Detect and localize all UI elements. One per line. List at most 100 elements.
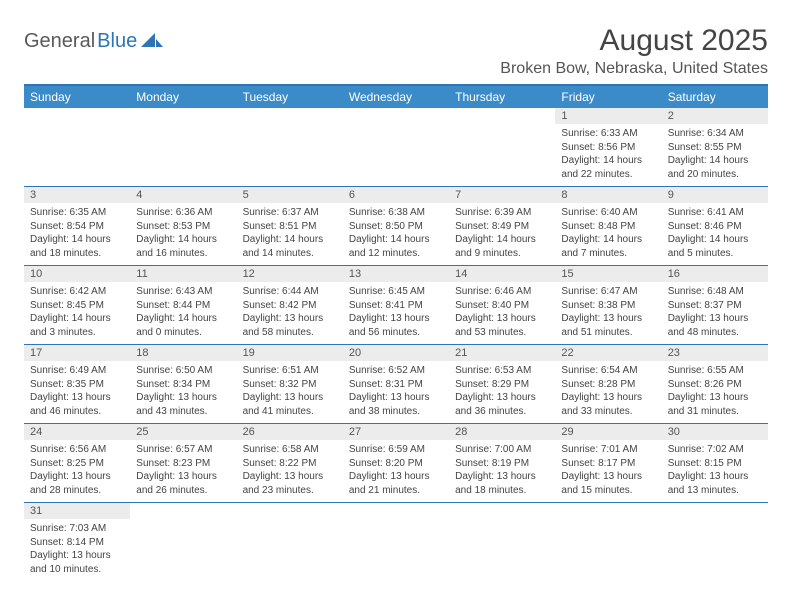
daylight-line: Daylight: 14 hours and 12 minutes. <box>349 233 443 260</box>
daylight-line: Daylight: 13 hours and 33 minutes. <box>561 391 655 418</box>
day-details: Sunrise: 6:52 AMSunset: 8:31 PMDaylight:… <box>343 361 449 423</box>
calendar-cell: 31Sunrise: 7:03 AMSunset: 8:14 PMDayligh… <box>24 503 130 582</box>
sunset-line: Sunset: 8:37 PM <box>668 299 762 313</box>
day-number: 28 <box>449 424 555 440</box>
daylight-line: Daylight: 13 hours and 28 minutes. <box>30 470 124 497</box>
sunrise-line: Sunrise: 6:57 AM <box>136 443 230 457</box>
calendar-cell: 15Sunrise: 6:47 AMSunset: 8:38 PMDayligh… <box>555 266 661 345</box>
day-number: 18 <box>130 345 236 361</box>
calendar-cell: 9Sunrise: 6:41 AMSunset: 8:46 PMDaylight… <box>662 187 768 266</box>
calendar-cell: 16Sunrise: 6:48 AMSunset: 8:37 PMDayligh… <box>662 266 768 345</box>
day-number: 8 <box>555 187 661 203</box>
sunrise-line: Sunrise: 6:53 AM <box>455 364 549 378</box>
calendar-cell: 5Sunrise: 6:37 AMSunset: 8:51 PMDaylight… <box>237 187 343 266</box>
sunrise-line: Sunrise: 6:34 AM <box>668 127 762 141</box>
sunset-line: Sunset: 8:35 PM <box>30 378 124 392</box>
day-number: 6 <box>343 187 449 203</box>
day-details: Sunrise: 6:42 AMSunset: 8:45 PMDaylight:… <box>24 282 130 344</box>
daylight-line: Daylight: 14 hours and 9 minutes. <box>455 233 549 260</box>
daylight-line: Daylight: 13 hours and 38 minutes. <box>349 391 443 418</box>
sunrise-line: Sunrise: 6:38 AM <box>349 206 443 220</box>
day-number: 11 <box>130 266 236 282</box>
daylight-line: Daylight: 13 hours and 10 minutes. <box>30 549 124 576</box>
daylight-line: Daylight: 13 hours and 18 minutes. <box>455 470 549 497</box>
calendar-row: 17Sunrise: 6:49 AMSunset: 8:35 PMDayligh… <box>24 345 768 424</box>
day-number: 4 <box>130 187 236 203</box>
sunset-line: Sunset: 8:40 PM <box>455 299 549 313</box>
calendar-cell: 3Sunrise: 6:35 AMSunset: 8:54 PMDaylight… <box>24 187 130 266</box>
weekday-header: Thursday <box>449 86 555 108</box>
day-number: 24 <box>24 424 130 440</box>
sunrise-line: Sunrise: 6:58 AM <box>243 443 337 457</box>
calendar-cell: 10Sunrise: 6:42 AMSunset: 8:45 PMDayligh… <box>24 266 130 345</box>
day-details: Sunrise: 6:36 AMSunset: 8:53 PMDaylight:… <box>130 203 236 265</box>
weekday-header: Tuesday <box>237 86 343 108</box>
calendar-cell <box>662 503 768 582</box>
calendar-body: 1Sunrise: 6:33 AMSunset: 8:56 PMDaylight… <box>24 108 768 581</box>
day-number: 15 <box>555 266 661 282</box>
sunset-line: Sunset: 8:32 PM <box>243 378 337 392</box>
month-title: August 2025 <box>500 24 768 58</box>
sunset-line: Sunset: 8:51 PM <box>243 220 337 234</box>
logo: General Blue <box>24 30 163 53</box>
calendar-cell: 20Sunrise: 6:52 AMSunset: 8:31 PMDayligh… <box>343 345 449 424</box>
sunset-line: Sunset: 8:56 PM <box>561 141 655 155</box>
calendar-cell: 1Sunrise: 6:33 AMSunset: 8:56 PMDaylight… <box>555 108 661 187</box>
calendar-row: 31Sunrise: 7:03 AMSunset: 8:14 PMDayligh… <box>24 503 768 582</box>
daylight-line: Daylight: 13 hours and 48 minutes. <box>668 312 762 339</box>
calendar-cell: 21Sunrise: 6:53 AMSunset: 8:29 PMDayligh… <box>449 345 555 424</box>
day-details: Sunrise: 6:34 AMSunset: 8:55 PMDaylight:… <box>662 124 768 186</box>
sunset-line: Sunset: 8:38 PM <box>561 299 655 313</box>
sunset-line: Sunset: 8:49 PM <box>455 220 549 234</box>
daylight-line: Daylight: 13 hours and 15 minutes. <box>561 470 655 497</box>
sunset-line: Sunset: 8:23 PM <box>136 457 230 471</box>
daylight-line: Daylight: 13 hours and 58 minutes. <box>243 312 337 339</box>
calendar-cell <box>130 108 236 187</box>
daylight-line: Daylight: 13 hours and 26 minutes. <box>136 470 230 497</box>
daylight-line: Daylight: 14 hours and 7 minutes. <box>561 233 655 260</box>
calendar-row: 3Sunrise: 6:35 AMSunset: 8:54 PMDaylight… <box>24 187 768 266</box>
sunset-line: Sunset: 8:50 PM <box>349 220 443 234</box>
daylight-line: Daylight: 13 hours and 31 minutes. <box>668 391 762 418</box>
day-number: 30 <box>662 424 768 440</box>
daylight-line: Daylight: 14 hours and 0 minutes. <box>136 312 230 339</box>
sunrise-line: Sunrise: 6:33 AM <box>561 127 655 141</box>
sunrise-line: Sunrise: 6:42 AM <box>30 285 124 299</box>
sunset-line: Sunset: 8:34 PM <box>136 378 230 392</box>
sunset-line: Sunset: 8:53 PM <box>136 220 230 234</box>
daylight-line: Daylight: 13 hours and 53 minutes. <box>455 312 549 339</box>
day-number: 14 <box>449 266 555 282</box>
sunrise-line: Sunrise: 7:01 AM <box>561 443 655 457</box>
day-details: Sunrise: 6:59 AMSunset: 8:20 PMDaylight:… <box>343 440 449 502</box>
day-number: 13 <box>343 266 449 282</box>
page-header: General Blue August 2025 Broken Bow, Neb… <box>24 24 768 78</box>
calendar-cell: 22Sunrise: 6:54 AMSunset: 8:28 PMDayligh… <box>555 345 661 424</box>
day-number: 2 <box>662 108 768 124</box>
sunset-line: Sunset: 8:25 PM <box>30 457 124 471</box>
day-details: Sunrise: 6:35 AMSunset: 8:54 PMDaylight:… <box>24 203 130 265</box>
sunrise-line: Sunrise: 7:02 AM <box>668 443 762 457</box>
daylight-line: Daylight: 14 hours and 5 minutes. <box>668 233 762 260</box>
daylight-line: Daylight: 13 hours and 56 minutes. <box>349 312 443 339</box>
sunset-line: Sunset: 8:46 PM <box>668 220 762 234</box>
sunrise-line: Sunrise: 6:36 AM <box>136 206 230 220</box>
sunrise-line: Sunrise: 6:46 AM <box>455 285 549 299</box>
day-number: 12 <box>237 266 343 282</box>
sunset-line: Sunset: 8:54 PM <box>30 220 124 234</box>
calendar-row: 10Sunrise: 6:42 AMSunset: 8:45 PMDayligh… <box>24 266 768 345</box>
sunset-line: Sunset: 8:17 PM <box>561 457 655 471</box>
sunrise-line: Sunrise: 6:47 AM <box>561 285 655 299</box>
day-number: 31 <box>24 503 130 519</box>
daylight-line: Daylight: 13 hours and 23 minutes. <box>243 470 337 497</box>
calendar-row: 24Sunrise: 6:56 AMSunset: 8:25 PMDayligh… <box>24 424 768 503</box>
day-number: 9 <box>662 187 768 203</box>
calendar-cell: 19Sunrise: 6:51 AMSunset: 8:32 PMDayligh… <box>237 345 343 424</box>
calendar-cell: 17Sunrise: 6:49 AMSunset: 8:35 PMDayligh… <box>24 345 130 424</box>
sunrise-line: Sunrise: 6:54 AM <box>561 364 655 378</box>
daylight-line: Daylight: 13 hours and 43 minutes. <box>136 391 230 418</box>
day-details: Sunrise: 6:51 AMSunset: 8:32 PMDaylight:… <box>237 361 343 423</box>
daylight-line: Daylight: 14 hours and 14 minutes. <box>243 233 337 260</box>
weekday-header: Sunday <box>24 86 130 108</box>
daylight-line: Daylight: 13 hours and 41 minutes. <box>243 391 337 418</box>
weekday-header: Monday <box>130 86 236 108</box>
